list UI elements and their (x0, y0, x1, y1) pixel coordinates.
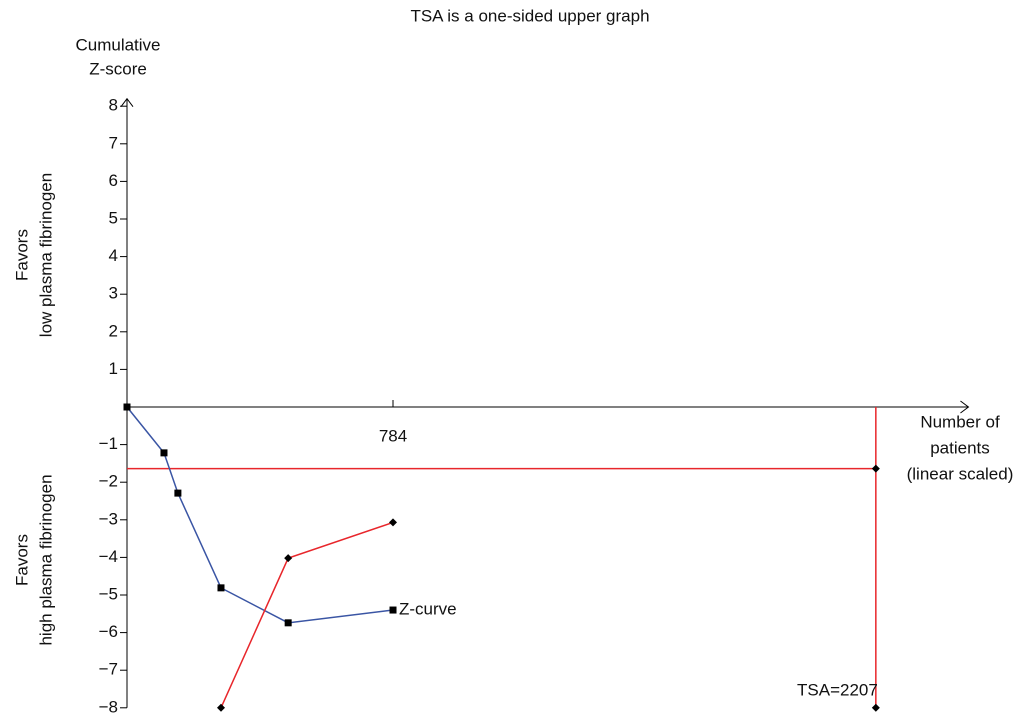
marker (123, 403, 131, 411)
y-tick-label: 6 (109, 171, 118, 190)
series-line (220, 521, 394, 709)
series-label: Z-curve (399, 600, 457, 619)
y-tick-label: −1 (99, 434, 118, 453)
marker (389, 606, 397, 614)
y-tick-label: 7 (109, 133, 118, 152)
y-tick-label: 1 (109, 359, 118, 378)
marker (871, 703, 880, 712)
marker (284, 554, 293, 563)
marker (284, 619, 292, 627)
y-tick-label: −5 (99, 584, 118, 603)
marker (871, 464, 880, 473)
side-label: Favors (12, 534, 31, 586)
y-tick-label: −4 (99, 547, 118, 566)
marker (217, 584, 225, 592)
y-axis-label: Cumulative (75, 35, 160, 54)
y-tick-label: −7 (99, 660, 118, 679)
y-tick-label: 5 (109, 208, 118, 227)
side-label: high plasma fibrinogen (36, 474, 55, 645)
y-tick-label: 2 (109, 321, 118, 340)
x-axis-arrow (960, 400, 970, 414)
series-line (126, 406, 394, 624)
marker (160, 449, 168, 457)
chart-title: TSA is a one-sided upper graph (410, 6, 649, 25)
marker (216, 703, 225, 712)
marker (389, 518, 398, 527)
tsa-label: TSA=2207 (797, 680, 878, 699)
y-tick-label: −3 (99, 509, 118, 528)
x-axis-label: (linear scaled) (907, 464, 1014, 483)
x-axis-label: patients (930, 438, 990, 457)
side-label: Favors (12, 229, 31, 281)
y-tick-label: −6 (99, 622, 118, 641)
y-tick-label: 4 (109, 246, 118, 265)
y-axis-arrow (120, 97, 134, 107)
side-label: low plasma fibrinogen (36, 173, 55, 337)
y-axis-label: Z-score (89, 59, 147, 78)
marker (174, 489, 182, 497)
x-tick-label: 784 (379, 426, 407, 445)
x-axis-label: Number of (920, 412, 1000, 431)
y-tick-label: −8 (99, 697, 118, 716)
y-tick-label: 3 (109, 284, 118, 303)
y-tick-label: 8 (109, 96, 118, 115)
y-tick-label: −2 (99, 472, 118, 491)
